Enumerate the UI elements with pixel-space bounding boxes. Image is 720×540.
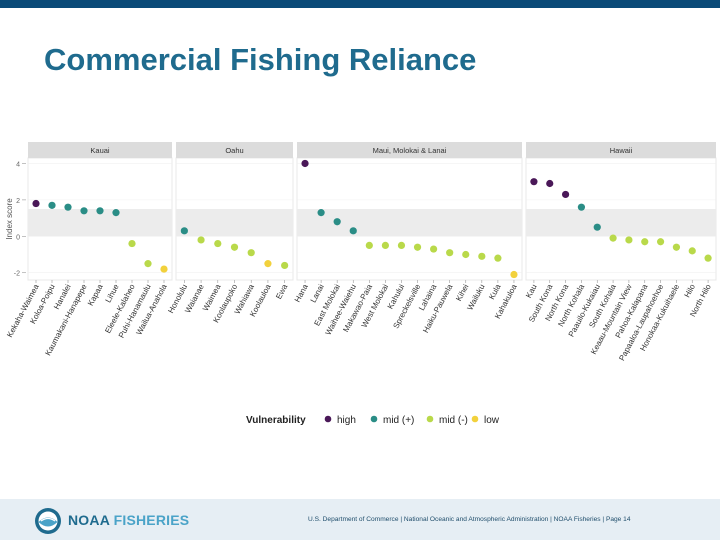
data-point <box>197 236 205 244</box>
data-point <box>214 239 222 248</box>
panel-shaded-band <box>526 208 716 237</box>
data-point <box>301 159 309 168</box>
data-point <box>180 227 188 235</box>
y-tick-label: 4 <box>16 161 20 168</box>
legend-marker <box>370 415 378 423</box>
legend-label: high <box>337 415 356 426</box>
data-point <box>160 265 168 273</box>
slide-title: Commercial Fishing Reliance <box>44 42 477 77</box>
data-point <box>32 199 40 208</box>
panel-strip-label: Kauai <box>90 146 110 155</box>
data-point <box>349 227 357 235</box>
data-point <box>593 223 601 231</box>
x-tick-label: Kula <box>487 282 503 301</box>
data-point <box>381 241 389 250</box>
data-point <box>247 249 255 257</box>
panel-strip-label: Hawaii <box>610 146 633 155</box>
noaa-logo-icon <box>35 508 61 534</box>
data-point <box>609 234 617 242</box>
data-point <box>144 260 152 268</box>
data-point <box>333 218 341 226</box>
top-accent-bar <box>0 0 720 8</box>
fishing-reliance-chart: Index score-2024KauaiKekaha-WaimeaKoloa-… <box>5 142 717 426</box>
footer-bar <box>0 499 720 540</box>
data-point <box>704 254 712 262</box>
panel-strip <box>526 142 716 158</box>
data-point <box>413 243 422 251</box>
data-point <box>281 261 289 270</box>
data-point <box>494 254 502 262</box>
y-tick-label: -2 <box>14 271 20 278</box>
data-point <box>656 238 665 246</box>
noaa-fisheries-wordmark: NOAA FISHERIES <box>68 512 189 528</box>
data-point <box>80 207 88 215</box>
data-point <box>264 260 272 268</box>
data-point <box>672 243 681 251</box>
x-tick-label: Kihei <box>454 283 470 303</box>
x-tick-label: Hilo <box>683 282 698 299</box>
data-point <box>530 178 538 186</box>
panel-strip <box>297 142 522 158</box>
legend-label: low <box>484 415 500 426</box>
data-point <box>478 252 486 260</box>
data-point <box>230 243 239 251</box>
data-point <box>561 190 570 199</box>
data-point <box>446 249 454 257</box>
panel-strip-label: Maui, Molokai & Lanai <box>373 146 447 155</box>
legend-marker <box>324 415 332 423</box>
data-point <box>48 201 56 209</box>
data-point <box>510 270 518 279</box>
data-point <box>577 203 586 211</box>
brand-fisheries: FISHERIES <box>113 512 190 528</box>
legend-marker <box>471 415 479 423</box>
legend-marker <box>426 415 434 423</box>
data-point <box>128 239 136 248</box>
data-point <box>688 247 696 255</box>
data-point <box>64 203 72 211</box>
footer-text: U.S. Department of Commerce | National O… <box>308 516 631 523</box>
data-point <box>641 238 649 246</box>
panel-strip <box>176 142 293 158</box>
x-tick-label: Kau <box>524 283 539 300</box>
data-point <box>365 241 373 250</box>
data-point <box>430 245 438 253</box>
y-tick-label: 2 <box>16 198 20 205</box>
data-point <box>397 241 406 250</box>
data-point <box>546 179 554 188</box>
data-point <box>96 207 104 215</box>
panel-strip <box>28 142 172 158</box>
x-tick-label: Kapaa <box>86 282 105 307</box>
x-tick-label: Ewa <box>274 282 290 300</box>
legend-label: mid (-) <box>439 415 468 426</box>
brand-noaa: NOAA <box>68 512 110 528</box>
legend-label: mid (+) <box>383 415 414 426</box>
y-tick-label: 0 <box>16 234 20 241</box>
panel-strip-label: Oahu <box>225 146 243 155</box>
panel-shaded-band <box>176 208 293 237</box>
y-axis-title: Index score <box>5 198 14 240</box>
data-point <box>462 250 470 259</box>
data-point <box>317 209 325 217</box>
data-point <box>112 209 120 217</box>
panel-shaded-band <box>297 208 522 237</box>
legend-title: Vulnerability <box>246 415 306 426</box>
x-tick-label: Hana <box>293 282 310 304</box>
data-point <box>625 236 633 244</box>
